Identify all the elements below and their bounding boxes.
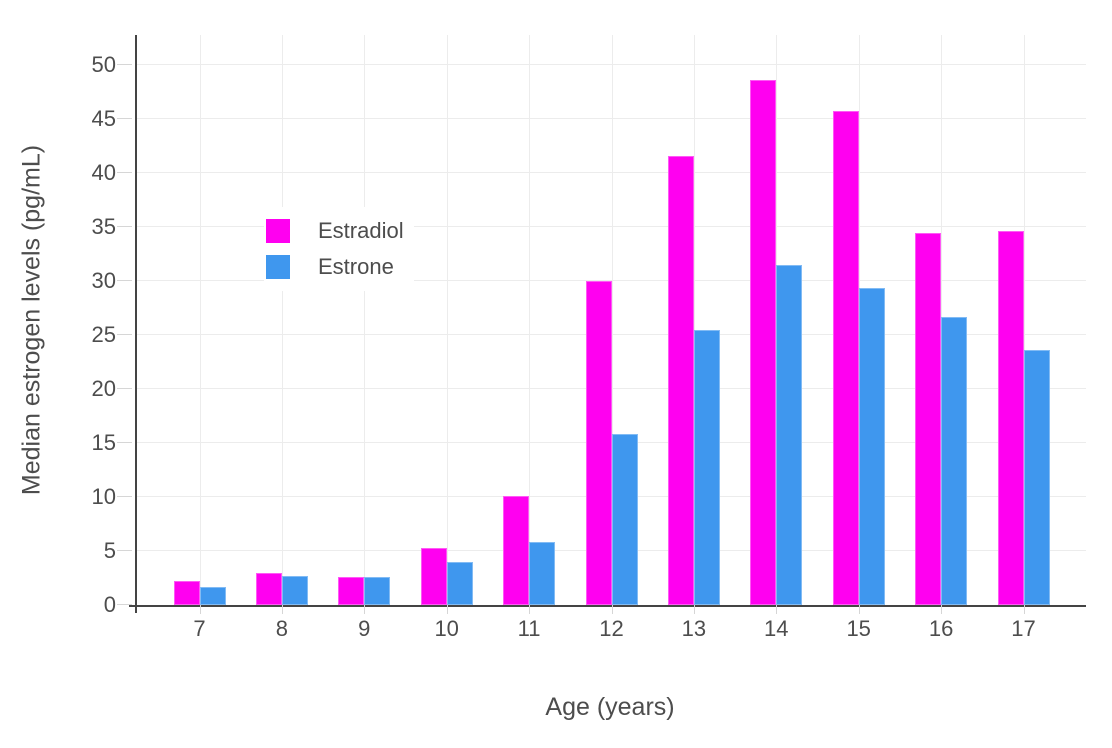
x-tick-label-7: 7 — [193, 616, 206, 641]
v-gridline-7 — [199, 35, 201, 605]
y-tick-mark-5 — [117, 550, 132, 552]
bar-estrone-10 — [446, 561, 473, 605]
bar-estrone-14 — [776, 264, 803, 605]
x-tick-label-11: 11 — [517, 616, 541, 641]
plot-area: 0 5 10 15 20 25 30 35 40 45 50 7 8 9 10 11 12 13 14 15 16 17 … — [92, 35, 1086, 640]
bar-estrone-9 — [364, 576, 391, 605]
bar-estrone-15 — [858, 287, 885, 605]
y-tick-label-25: 25 — [91, 322, 116, 348]
bar-estrone-7 — [199, 586, 226, 605]
bar-estrone-12 — [611, 434, 638, 605]
x-axis-title: Age (years) — [545, 693, 675, 721]
v-gridline-12 — [611, 35, 613, 605]
v-gridline-9 — [364, 35, 366, 605]
x-tick-label-16: 16 — [928, 616, 954, 641]
x-tick-mark-11 — [529, 605, 531, 614]
y-tick-label-40: 40 — [91, 160, 116, 186]
bar-estrone-11 — [529, 542, 556, 605]
bar-estradiol-13 — [667, 155, 694, 605]
y-tick-label-50: 50 — [91, 52, 116, 78]
x-tick-label-17: 17 — [1011, 616, 1036, 641]
v-gridline-13 — [693, 35, 695, 605]
y-tick-label-5: 5 — [103, 538, 116, 564]
y-tick-mark-10 — [117, 496, 132, 498]
bar-estradiol-17 — [997, 231, 1024, 605]
bar-estradiol-9 — [338, 576, 365, 605]
bar-estradiol-11 — [503, 495, 530, 605]
y-tick-label-15: 15 — [91, 430, 116, 456]
x-tick-label-10: 10 — [434, 616, 459, 641]
y-tick-mark-0 — [117, 604, 132, 605]
x-tick-mark-17 — [1023, 605, 1025, 614]
x-tick-mark-16 — [941, 605, 943, 614]
bar-estradiol-14 — [750, 80, 777, 605]
y-tick-mark-20 — [117, 388, 132, 390]
x-tick-label-12: 12 — [599, 616, 624, 641]
legend-swatch-estradiol — [266, 219, 290, 243]
y-tick-mark-25 — [117, 334, 132, 336]
legend-item-estradiol[interactable]: Estradiol — [266, 213, 404, 249]
v-gridline-11 — [529, 35, 531, 605]
legend-label-estradiol: Estradiol — [318, 218, 404, 243]
x-tick-label-9: 9 — [358, 616, 371, 641]
y-tick-mark-35 — [117, 226, 132, 228]
y-axis-line — [135, 35, 137, 613]
x-tick-mark-13 — [693, 605, 695, 614]
x-tick-mark-8 — [281, 605, 283, 614]
y-tick-label-45: 45 — [91, 106, 116, 132]
x-tick-label-15: 15 — [846, 616, 871, 641]
x-tick-mark-15 — [858, 605, 860, 614]
y-tick-label-0: 0 — [103, 592, 116, 617]
legend-swatch-estrone — [266, 255, 290, 279]
y-tick-mark-30 — [117, 280, 132, 282]
bar-estradiol-7 — [173, 581, 200, 605]
bar-estrone-8 — [281, 575, 308, 605]
legend-label-estrone: Estrone — [318, 254, 394, 279]
x-axis-line — [129, 605, 1086, 607]
bar-estrone-16 — [941, 316, 968, 605]
y-tick-mark-15 — [117, 442, 132, 444]
y-tick-mark-50 — [117, 64, 132, 66]
legend: Estradiol Estrone — [264, 207, 414, 291]
y-tick-label-10: 10 — [91, 484, 116, 510]
y-tick-mark-40 — [117, 172, 132, 174]
x-tick-mark-10 — [446, 605, 448, 614]
y-axis-title: Median estrogen levels (pg/mL) — [17, 144, 46, 496]
v-gridline-8 — [281, 35, 283, 605]
x-tick-mark-14 — [776, 605, 778, 614]
v-gridline-17 — [1023, 35, 1025, 605]
v-gridline-10 — [446, 35, 448, 605]
bar-estradiol-10 — [420, 547, 447, 605]
x-tick-mark-9 — [364, 605, 366, 614]
y-tick-label-30: 30 — [91, 268, 116, 294]
y-tick-mark-45 — [117, 118, 132, 120]
bar-estrone-17 — [1023, 350, 1050, 605]
bar-estradiol-16 — [915, 232, 942, 605]
x-tick-mark-7 — [199, 605, 201, 614]
y-tick-label-20: 20 — [91, 376, 116, 402]
bar-estradiol-8 — [255, 572, 282, 605]
legend-item-estrone[interactable]: Estrone — [266, 249, 404, 285]
bar-estradiol-12 — [585, 281, 612, 605]
x-tick-label-13: 13 — [681, 616, 707, 641]
x-tick-mark-12 — [611, 605, 613, 614]
x-tick-label-14: 14 — [764, 616, 789, 641]
bar-estradiol-15 — [832, 110, 859, 605]
x-tick-label-8: 8 — [275, 616, 289, 641]
bar-estrone-13 — [693, 329, 720, 605]
y-tick-label-35: 35 — [91, 214, 116, 240]
